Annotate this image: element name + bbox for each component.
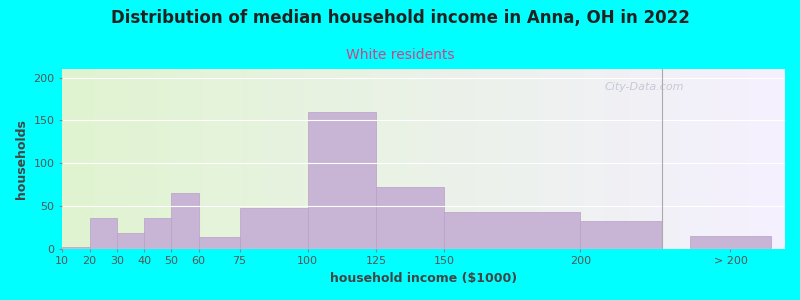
Bar bbox=[171, 193, 198, 249]
Bar bbox=[690, 236, 771, 249]
Bar bbox=[239, 208, 308, 249]
Text: City-Data.com: City-Data.com bbox=[604, 82, 684, 92]
Bar bbox=[144, 218, 171, 249]
Y-axis label: households: households bbox=[15, 119, 28, 199]
Bar bbox=[444, 212, 581, 249]
Bar bbox=[581, 221, 662, 249]
X-axis label: household income ($1000): household income ($1000) bbox=[330, 272, 518, 285]
Text: White residents: White residents bbox=[346, 48, 454, 62]
Bar bbox=[198, 237, 239, 249]
Bar bbox=[90, 218, 117, 249]
Bar bbox=[308, 112, 376, 249]
Bar bbox=[117, 232, 144, 249]
Bar bbox=[62, 247, 90, 249]
Text: Distribution of median household income in Anna, OH in 2022: Distribution of median household income … bbox=[110, 9, 690, 27]
Bar bbox=[376, 187, 444, 249]
